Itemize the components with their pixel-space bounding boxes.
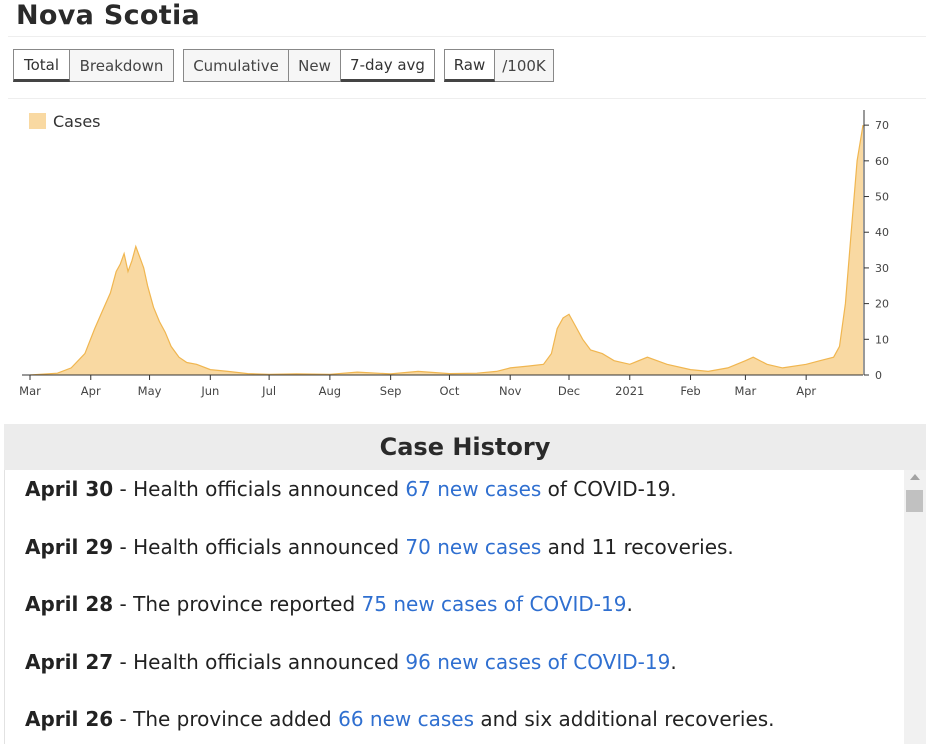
entry-text: and six additional recoveries. xyxy=(474,707,775,731)
entry-text: and 11 recoveries. xyxy=(541,535,734,559)
x-tick-label: Dec xyxy=(558,384,580,398)
scroll-thumb[interactable] xyxy=(906,490,923,512)
entry-link[interactable]: 70 new cases xyxy=(405,535,542,559)
history-entry: April 26 - The province added 66 new cas… xyxy=(25,707,775,731)
cases-line xyxy=(29,125,864,376)
x-tick-label: Jul xyxy=(261,384,276,398)
entry-text: - The province added xyxy=(113,707,339,731)
x-tick-label: Mar xyxy=(19,384,41,398)
x-tick-label: Sep xyxy=(380,384,402,398)
x-tick-label: Mar xyxy=(735,384,757,398)
x-tick-label: Apr xyxy=(81,384,101,398)
entry-link[interactable]: 66 new cases xyxy=(338,707,475,731)
cases-area xyxy=(30,125,863,375)
entry-date: April 26 xyxy=(25,707,114,731)
view-toggle-group: Total Breakdown xyxy=(13,49,174,82)
total-button[interactable]: Total xyxy=(13,49,70,82)
history-entry: April 29 - Health officials announced 70… xyxy=(25,535,734,559)
entry-text: . xyxy=(626,592,633,616)
x-tick-label: Jun xyxy=(200,384,219,398)
scale-toggle-group: Raw /100K xyxy=(444,49,554,82)
raw-button[interactable]: Raw xyxy=(444,49,495,82)
entry-date: April 29 xyxy=(25,535,114,559)
entry-text: - Health officials announced xyxy=(113,477,406,501)
header-divider xyxy=(8,36,926,37)
y-tick-label: 40 xyxy=(875,226,889,239)
y-tick-label: 50 xyxy=(875,191,889,204)
entry-link[interactable]: 75 new cases of COVID-19 xyxy=(361,592,627,616)
x-tick-label: Nov xyxy=(499,384,522,398)
seven-day-avg-button[interactable]: 7-day avg xyxy=(341,49,435,82)
entry-text: - The province reported xyxy=(113,592,362,616)
legend-label: Cases xyxy=(53,112,101,131)
entry-date: April 27 xyxy=(25,650,114,674)
cases-chart: 0 10 20 30 40 50 60 70 Mar Apr May Jun Jul Aug Sep Oct N… xyxy=(0,100,938,418)
entry-link[interactable]: 96 new cases of COVID-19 xyxy=(405,650,671,674)
x-tick-label: Oct xyxy=(439,384,459,398)
new-button[interactable]: New xyxy=(289,49,341,82)
mode-toggle-group: Cumulative New 7-day avg xyxy=(183,49,435,82)
scroll-up-arrow-icon[interactable] xyxy=(910,474,920,480)
per-100k-button[interactable]: /100K xyxy=(495,49,554,82)
x-tick-label: May xyxy=(138,384,162,398)
history-entry: April 27 - Health officials announced 96… xyxy=(25,650,677,674)
page-title: Nova Scotia xyxy=(16,0,201,31)
cases-chart-svg: 0 10 20 30 40 50 60 70 Mar Apr May Jun Jul Aug Sep Oct N… xyxy=(19,110,889,398)
y-tick-label: 60 xyxy=(875,155,889,168)
entry-text: . xyxy=(670,650,677,674)
case-history-list: April 30 - Health officials announced 67… xyxy=(4,470,905,744)
cumulative-button[interactable]: Cumulative xyxy=(183,49,289,82)
entry-text: - Health officials announced xyxy=(113,650,406,674)
x-tick-label: Apr xyxy=(796,384,816,398)
x-tick-label: 2021 xyxy=(615,384,644,398)
history-scrollbar[interactable] xyxy=(904,470,926,744)
y-tick-label: 70 xyxy=(875,119,889,132)
x-tick-label: Aug xyxy=(319,384,341,398)
entry-date: April 30 xyxy=(25,477,114,501)
history-entry: April 28 - The province reported 75 new … xyxy=(25,592,633,616)
legend-swatch xyxy=(29,113,46,129)
y-tick-label: 10 xyxy=(875,333,889,346)
case-history-title: Case History xyxy=(4,424,926,470)
y-tick-label: 30 xyxy=(875,262,889,275)
y-tick-label: 0 xyxy=(875,369,882,382)
entry-link[interactable]: 67 new cases xyxy=(405,477,542,501)
breakdown-button[interactable]: Breakdown xyxy=(70,49,174,82)
y-tick-label: 20 xyxy=(875,298,889,311)
toolbar-divider xyxy=(8,98,926,99)
history-entry: April 30 - Health officials announced 67… xyxy=(25,477,677,501)
entry-text: - Health officials announced xyxy=(113,535,406,559)
entry-date: April 28 xyxy=(25,592,114,616)
x-tick-label: Feb xyxy=(680,384,700,398)
entry-text: of COVID-19. xyxy=(541,477,677,501)
